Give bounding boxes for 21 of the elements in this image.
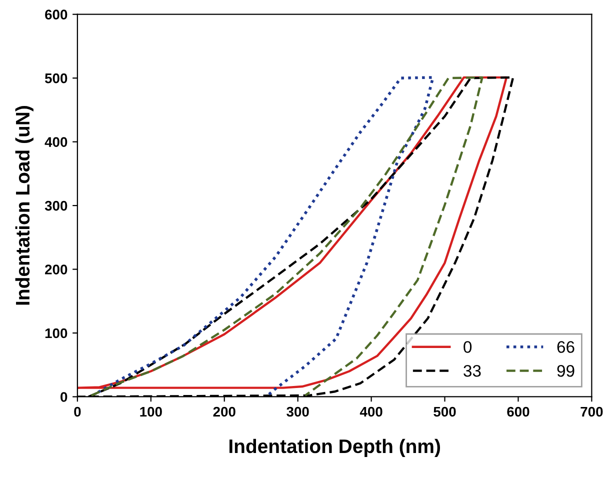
x-tick-label: 200 xyxy=(213,406,236,417)
legend-label: 66 xyxy=(557,341,574,353)
x-tick-label: 300 xyxy=(286,406,309,417)
y-tick-label: 400 xyxy=(44,137,68,147)
legend-label: 33 xyxy=(464,364,481,377)
x-tick-label: 600 xyxy=(507,406,530,417)
x-tick-label: 0 xyxy=(74,406,81,417)
x-tick-label: 400 xyxy=(360,406,382,417)
x-tick-label: 500 xyxy=(434,406,456,417)
y-tick-label: 0 xyxy=(60,392,68,402)
y-tick-label: 100 xyxy=(45,328,68,338)
y-axis-title: Indentation Load (uN) xyxy=(15,106,34,305)
x-tick-label: 100 xyxy=(140,406,162,417)
x-axis-title: Indentation Depth (nm) xyxy=(229,438,440,457)
y-tick-label: 500 xyxy=(44,73,68,84)
y-tick-label: 300 xyxy=(44,200,68,211)
legend-label: 0 xyxy=(464,341,472,353)
y-tick-label: 600 xyxy=(45,10,68,20)
x-tick-label: 700 xyxy=(580,406,603,417)
legend-label: 99 xyxy=(557,364,574,377)
y-tick-label: 200 xyxy=(45,264,68,274)
